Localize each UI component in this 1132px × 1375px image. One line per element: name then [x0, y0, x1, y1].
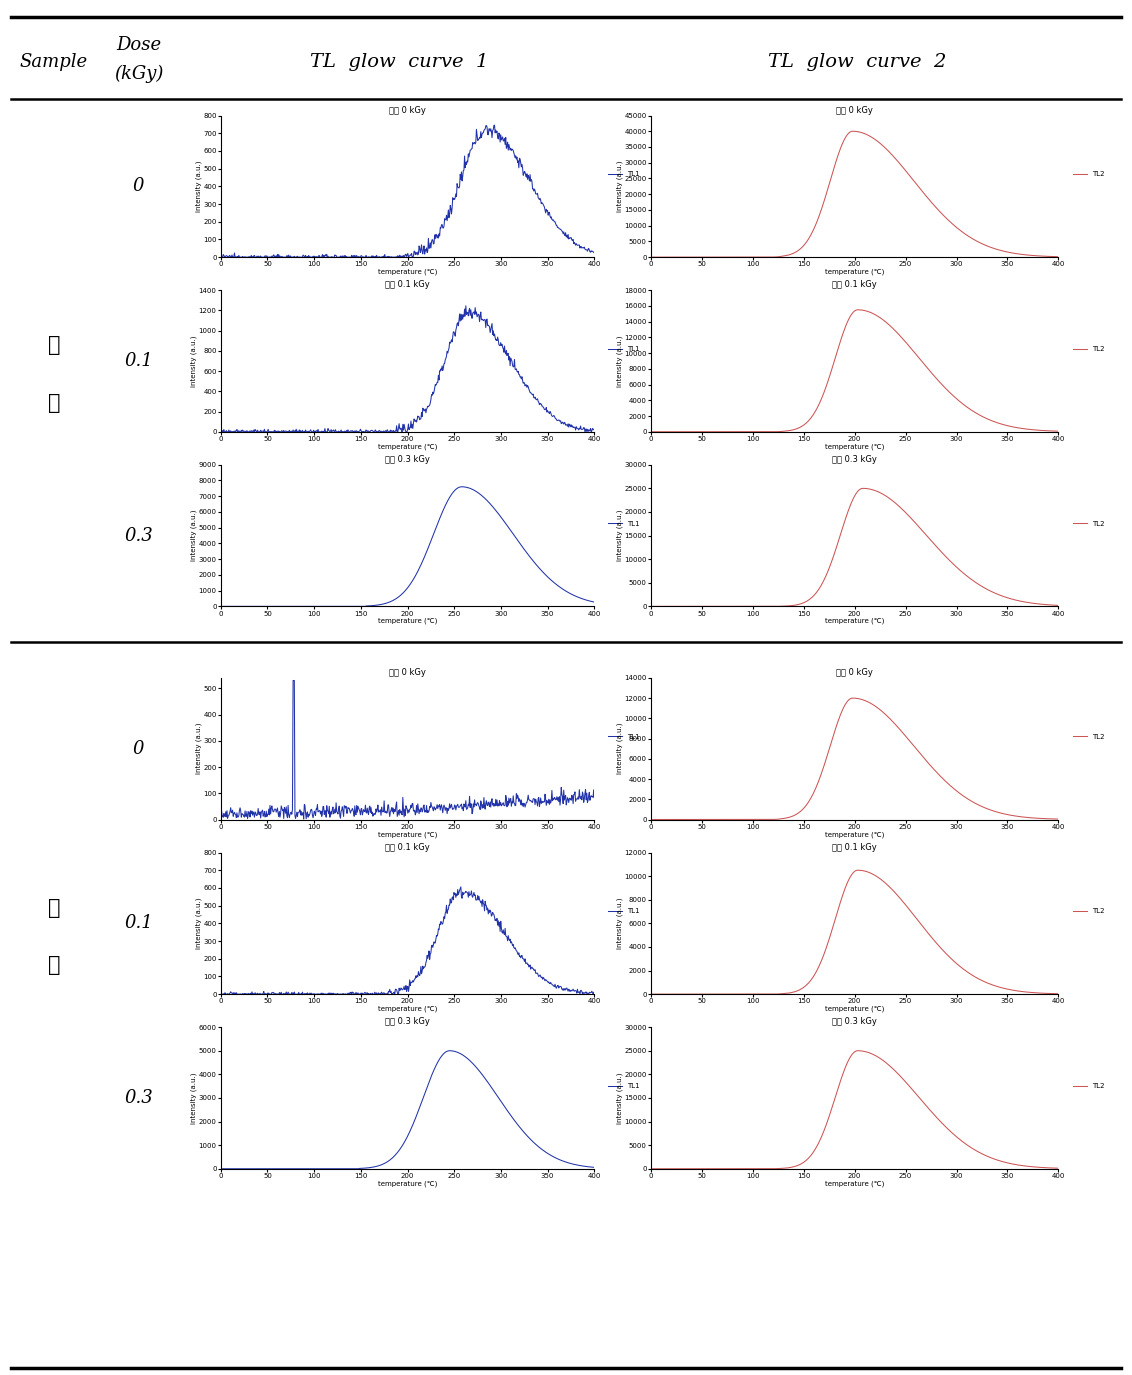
Text: 0: 0 — [132, 177, 145, 195]
Text: 0: 0 — [132, 740, 145, 758]
Text: TL  glow  curve  1: TL glow curve 1 — [310, 52, 488, 72]
Y-axis label: intensity (a.u.): intensity (a.u.) — [195, 898, 201, 949]
Y-axis label: intensity (a.u.): intensity (a.u.) — [616, 161, 623, 212]
Text: 양: 양 — [48, 898, 60, 917]
Y-axis label: intensity (a.u.): intensity (a.u.) — [616, 336, 623, 386]
Text: 0.3: 0.3 — [125, 527, 153, 544]
Legend: TL1: TL1 — [606, 732, 643, 742]
Title: 양파 0.3 kGy: 양파 0.3 kGy — [385, 1018, 430, 1026]
Y-axis label: intensity (a.u.): intensity (a.u.) — [616, 1072, 623, 1123]
Text: 0.3: 0.3 — [125, 1089, 153, 1107]
Legend: TL2: TL2 — [1070, 1081, 1107, 1092]
Y-axis label: intensity (a.u.): intensity (a.u.) — [195, 161, 201, 212]
Title: 감자 0.3 kGy: 감자 0.3 kGy — [832, 455, 877, 463]
Y-axis label: intensity (a.u.): intensity (a.u.) — [616, 510, 623, 561]
Legend: TL2: TL2 — [1070, 169, 1107, 180]
Y-axis label: intensity (a.u.): intensity (a.u.) — [195, 723, 201, 774]
Text: Sample: Sample — [19, 52, 88, 72]
Y-axis label: intensity (a.u.): intensity (a.u.) — [616, 723, 623, 774]
Text: 파: 파 — [48, 956, 60, 975]
Title: 감자 0 kGy: 감자 0 kGy — [837, 106, 873, 114]
X-axis label: temperature (℃): temperature (℃) — [825, 268, 884, 275]
Legend: TL1: TL1 — [606, 1081, 643, 1092]
Legend: TL2: TL2 — [1070, 518, 1107, 529]
Text: TL  glow  curve  2: TL glow curve 2 — [769, 52, 946, 72]
Y-axis label: intensity (a.u.): intensity (a.u.) — [190, 336, 197, 386]
X-axis label: temperature (℃): temperature (℃) — [825, 830, 884, 837]
Text: 감: 감 — [48, 336, 60, 355]
Title: 감자 0.1 kGy: 감자 0.1 kGy — [832, 280, 877, 289]
X-axis label: temperature (℃): temperature (℃) — [378, 268, 437, 275]
Legend: TL1: TL1 — [606, 518, 643, 529]
Text: Dose: Dose — [117, 36, 161, 55]
X-axis label: temperature (℃): temperature (℃) — [825, 443, 884, 450]
X-axis label: temperature (℃): temperature (℃) — [378, 830, 437, 837]
Legend: TL2: TL2 — [1070, 906, 1107, 917]
Legend: TL1: TL1 — [606, 906, 643, 917]
X-axis label: temperature (℃): temperature (℃) — [825, 617, 884, 624]
Legend: TL1: TL1 — [606, 344, 643, 355]
X-axis label: temperature (℃): temperature (℃) — [378, 1005, 437, 1012]
Text: 0.1: 0.1 — [125, 914, 153, 932]
Title: 양파 0 kGy: 양파 0 kGy — [837, 668, 873, 676]
Y-axis label: intensity (a.u.): intensity (a.u.) — [190, 510, 197, 561]
Text: 자: 자 — [48, 393, 60, 412]
Text: (kGy): (kGy) — [114, 65, 163, 84]
X-axis label: temperature (℃): temperature (℃) — [378, 1180, 437, 1187]
Text: 0.1: 0.1 — [125, 352, 153, 370]
Title: 양파 0.1 kGy: 양파 0.1 kGy — [832, 843, 877, 851]
Y-axis label: intensity (a.u.): intensity (a.u.) — [190, 1072, 197, 1123]
Y-axis label: intensity (a.u.): intensity (a.u.) — [616, 898, 623, 949]
X-axis label: temperature (℃): temperature (℃) — [378, 617, 437, 624]
Title: 양파 0.1 kGy: 양파 0.1 kGy — [385, 843, 430, 851]
X-axis label: temperature (℃): temperature (℃) — [378, 443, 437, 450]
Title: 감자 0.1 kGy: 감자 0.1 kGy — [385, 280, 430, 289]
Legend: TL2: TL2 — [1070, 732, 1107, 742]
Legend: TL1: TL1 — [606, 169, 643, 180]
Title: 감자 0 kGy: 감자 0 kGy — [389, 106, 426, 114]
Title: 양파 0.3 kGy: 양파 0.3 kGy — [832, 1018, 877, 1026]
Title: 감자 0.3 kGy: 감자 0.3 kGy — [385, 455, 430, 463]
X-axis label: temperature (℃): temperature (℃) — [825, 1180, 884, 1187]
Title: 양파 0 kGy: 양파 0 kGy — [389, 668, 426, 676]
X-axis label: temperature (℃): temperature (℃) — [825, 1005, 884, 1012]
Legend: TL2: TL2 — [1070, 344, 1107, 355]
